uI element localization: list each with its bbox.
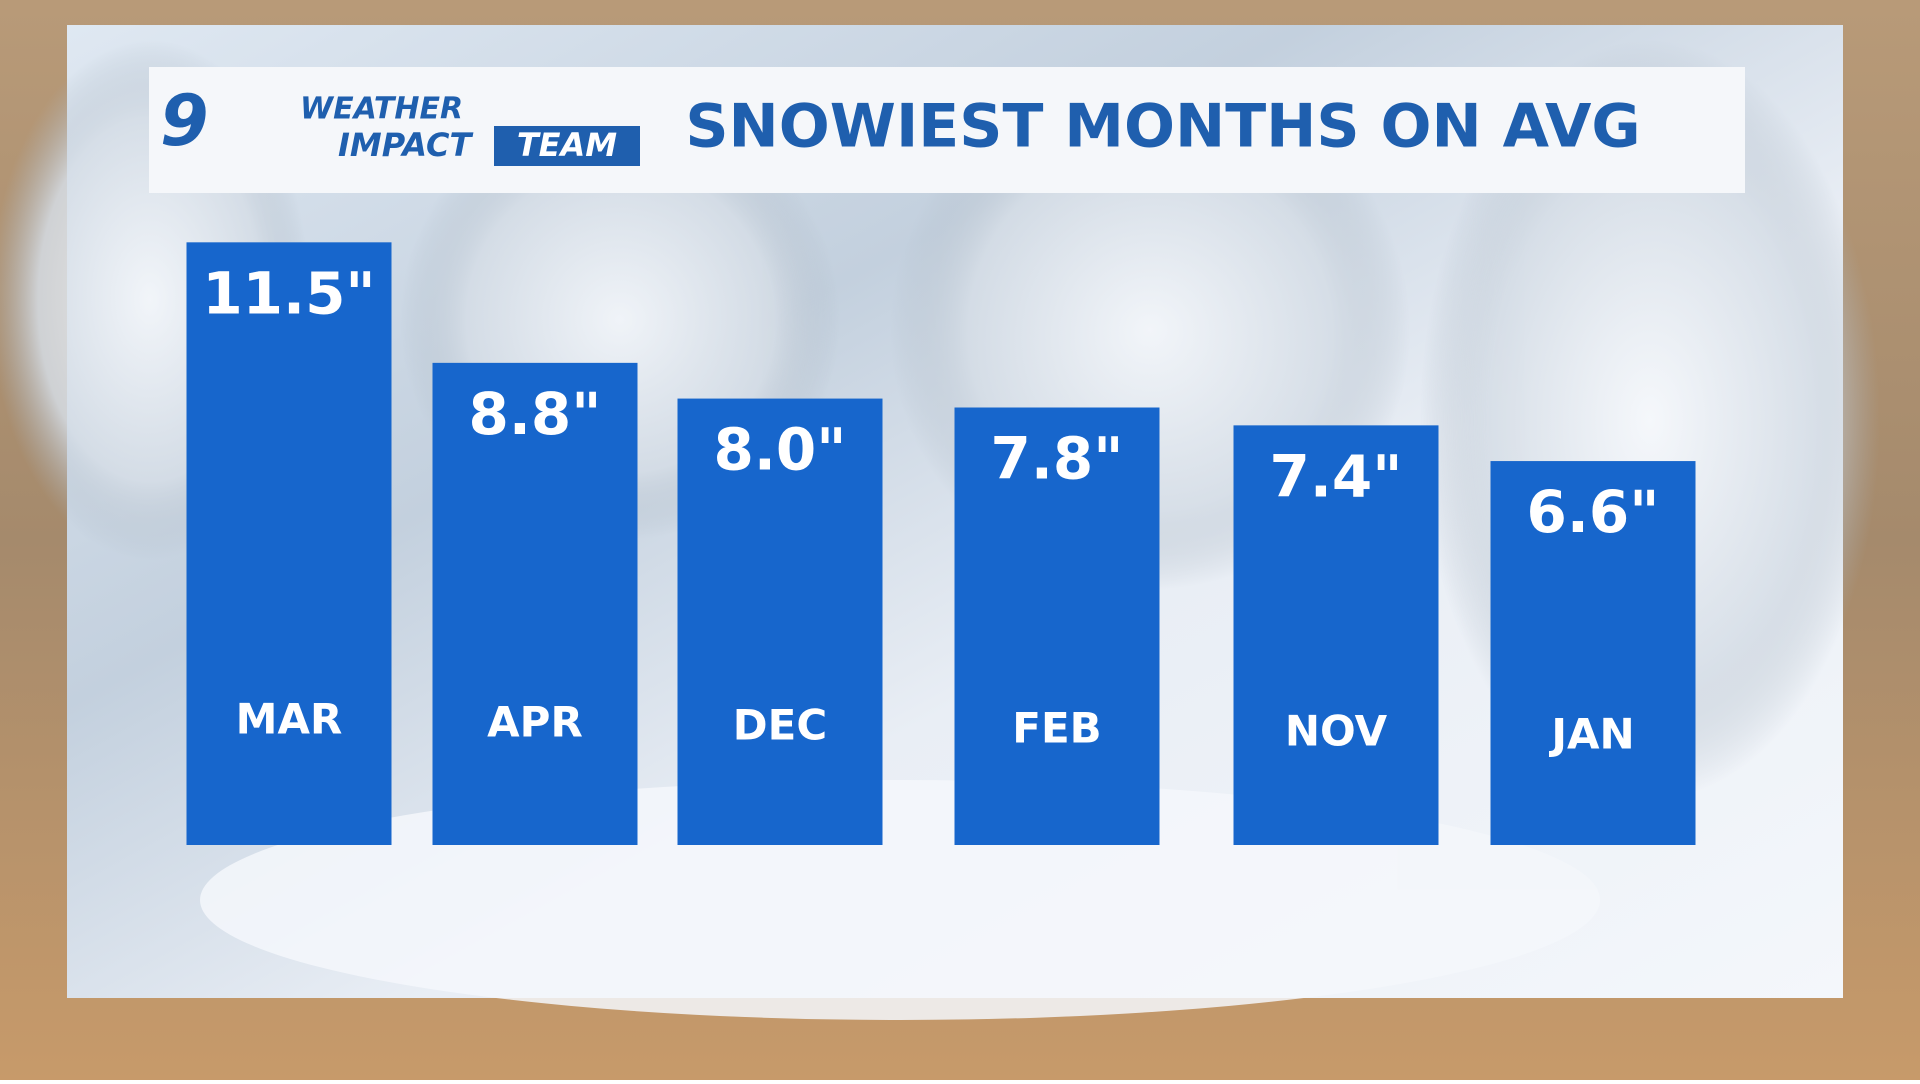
category-label: MAR <box>236 695 343 744</box>
logo-line2: IMPACT <box>338 126 474 164</box>
category-label: APR <box>487 698 583 747</box>
value-label: 11.5" <box>202 259 375 327</box>
value-label: 8.8" <box>469 380 602 448</box>
value-label: 8.0" <box>714 416 847 484</box>
bar <box>954 407 1160 845</box>
bar <box>432 362 638 845</box>
bar <box>1490 461 1696 845</box>
value-label: 7.4" <box>1270 442 1403 510</box>
bar <box>1233 425 1439 845</box>
bar <box>677 398 883 845</box>
category-label: JAN <box>1548 710 1634 759</box>
bar <box>186 242 392 846</box>
category-label: DEC <box>733 701 827 750</box>
chart-title: SNOWIEST MONTHS ON AVG <box>685 92 1640 162</box>
logo-number: 9 <box>160 80 209 162</box>
category-label: FEB <box>1012 704 1101 753</box>
value-label: 6.6" <box>1527 478 1660 546</box>
value-label: 7.8" <box>991 425 1124 493</box>
category-label: NOV <box>1285 707 1388 756</box>
logo-line3: TEAM <box>517 126 617 164</box>
logo-team-box <box>494 126 640 166</box>
header-bar <box>149 67 1745 193</box>
logo-line1: WEATHER <box>300 92 463 127</box>
